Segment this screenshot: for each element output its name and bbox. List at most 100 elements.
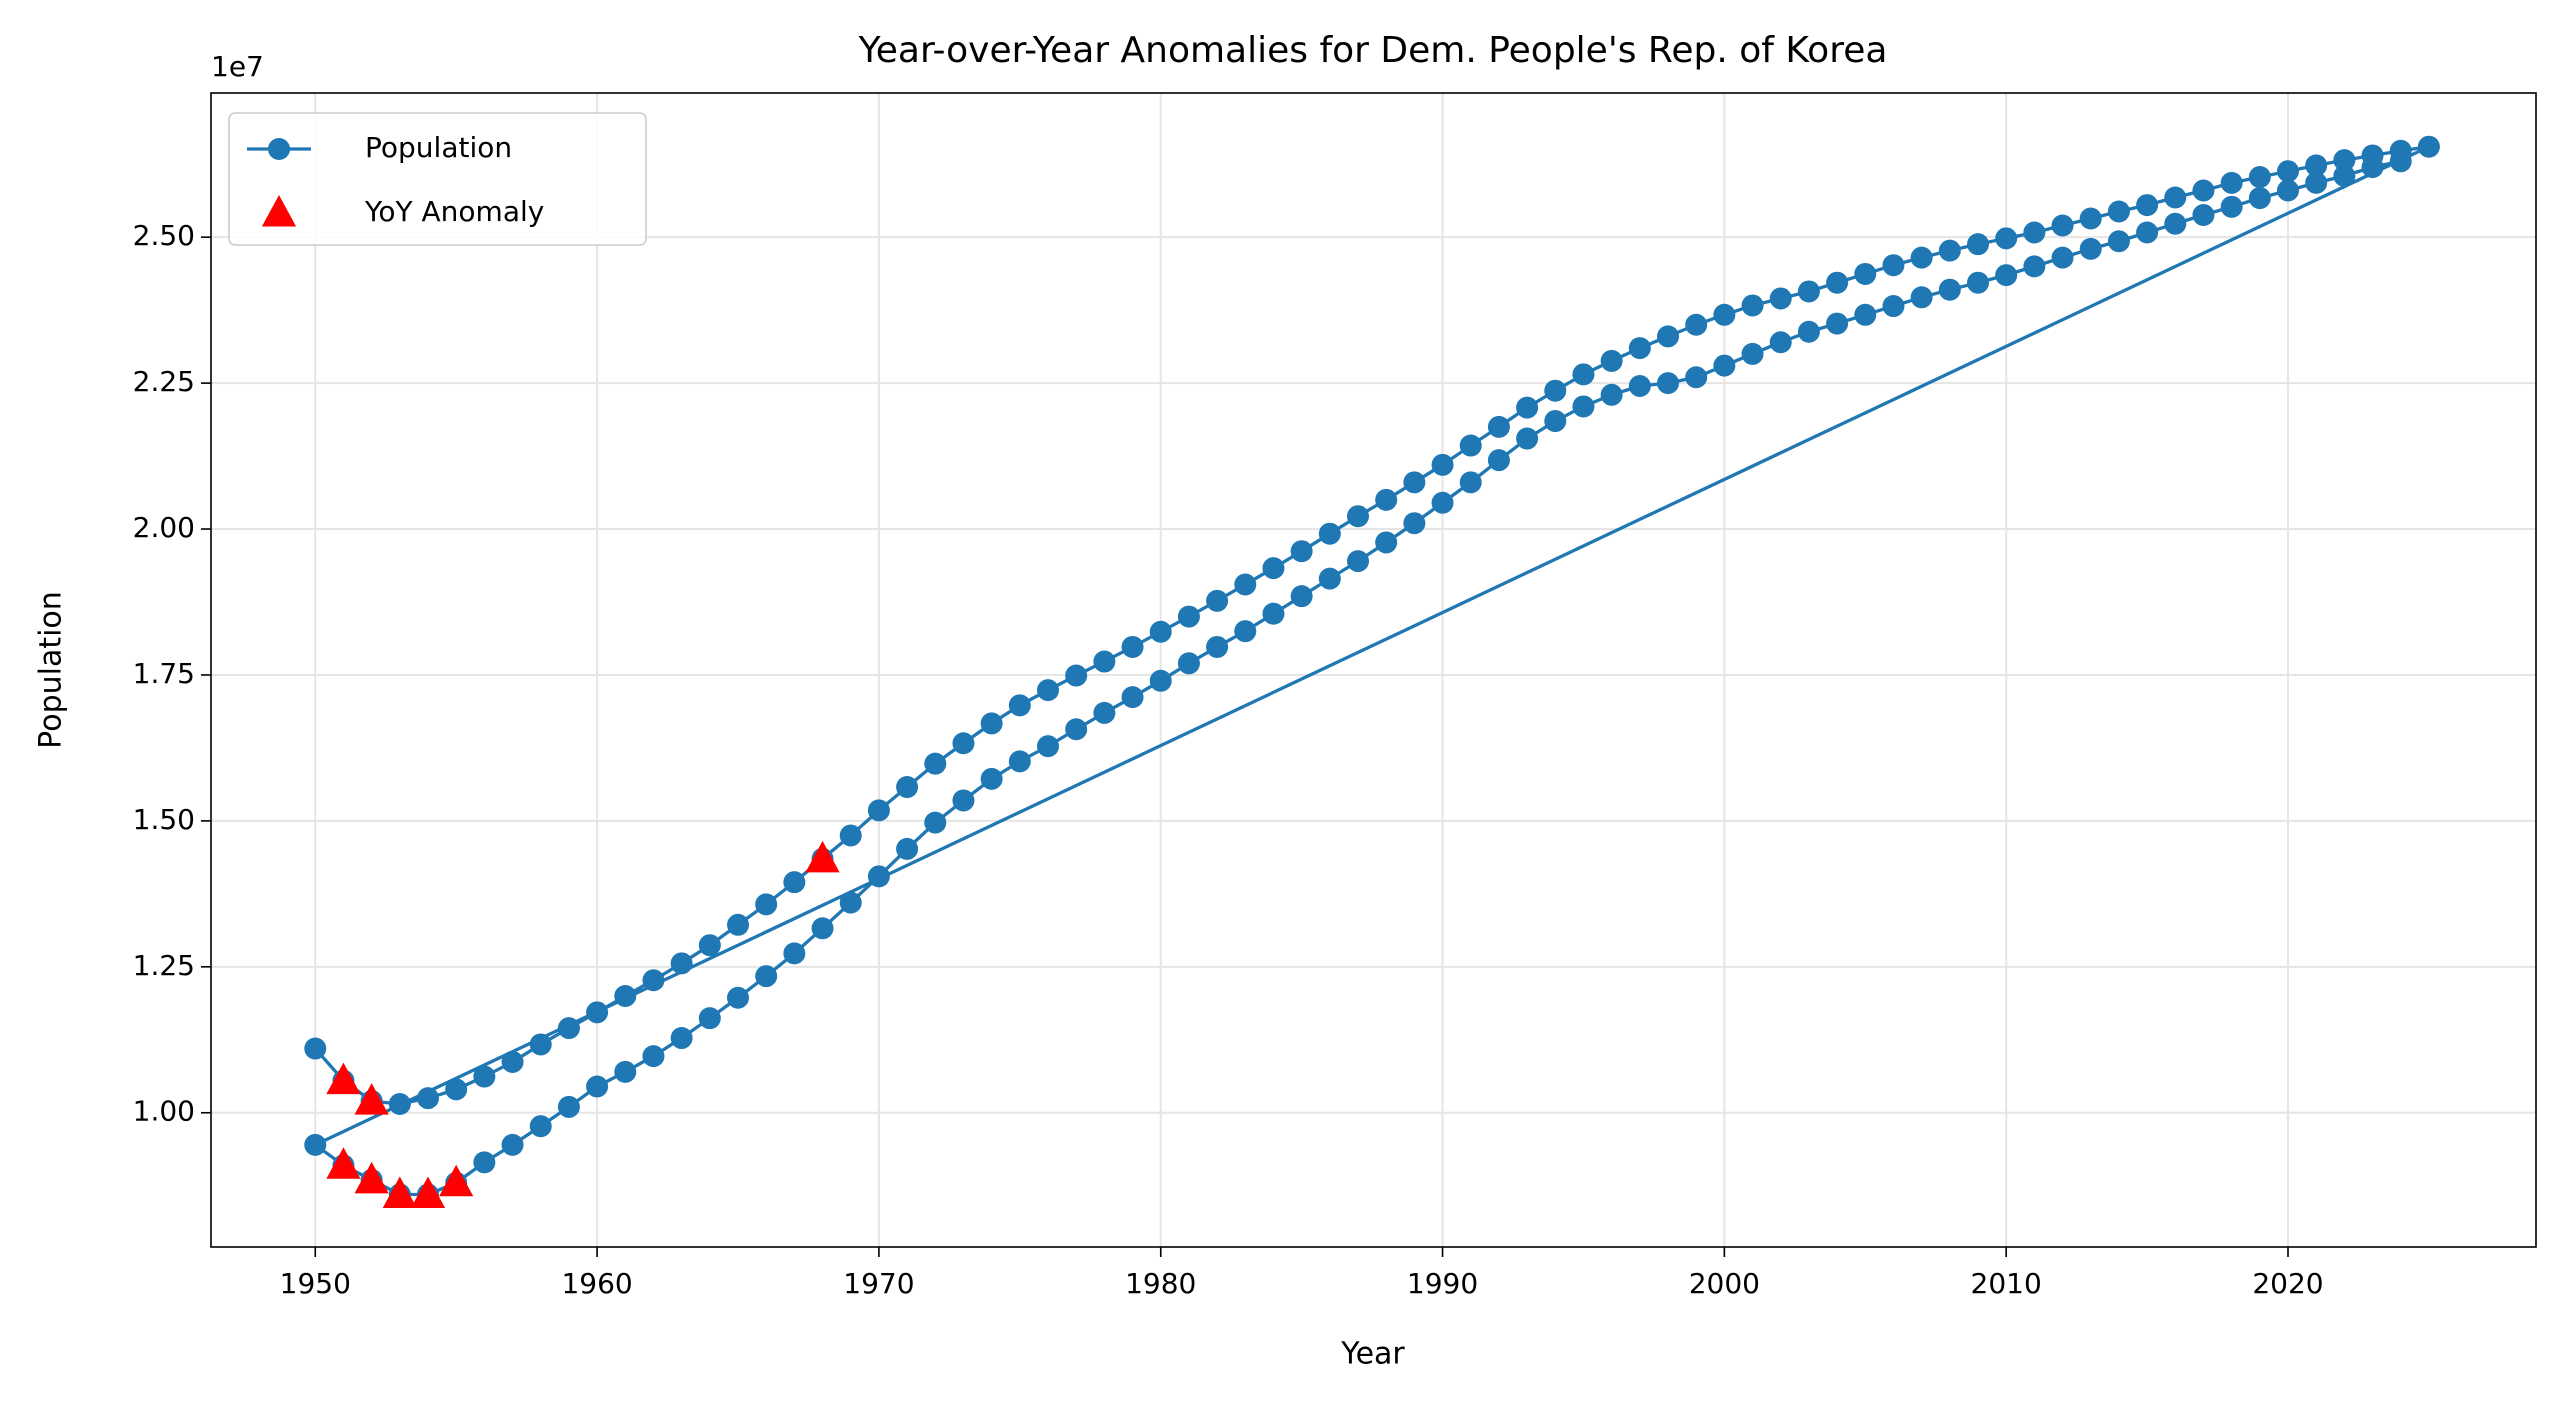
- data-point: [1121, 635, 1144, 658]
- data-point: [755, 965, 778, 988]
- data-point: [1657, 325, 1679, 348]
- data-point: [1177, 652, 1200, 675]
- data-point: [2417, 135, 2440, 158]
- data-point: [1008, 694, 1031, 717]
- data-point: [1685, 366, 1708, 389]
- axes-frame: [210, 92, 2537, 1248]
- data-point: [529, 1033, 552, 1056]
- data-point: [1938, 278, 1961, 301]
- data-point: [1206, 635, 1229, 658]
- data-point: [1544, 410, 1567, 433]
- x-tick-label: 2020: [2252, 1267, 2323, 1300]
- data-point: [2248, 187, 2271, 210]
- legend-marker: [261, 195, 297, 227]
- data-point: [1206, 589, 1229, 612]
- data-point: [1910, 286, 1933, 309]
- y-tick-label: 1.00: [133, 1095, 195, 1128]
- data-point: [727, 986, 749, 1009]
- y-offset-label: 1e7: [211, 50, 264, 83]
- anomaly-marker: [382, 1176, 417, 1208]
- data-point: [1854, 262, 1877, 285]
- data-point: [1685, 313, 1708, 336]
- data-point: [1403, 512, 1426, 535]
- data-point: [1093, 650, 1116, 673]
- data-point: [586, 1075, 609, 1098]
- data-point: [1882, 254, 1905, 277]
- anomaly-marker: [354, 1161, 389, 1194]
- data-point: [1093, 701, 1116, 724]
- data-point: [1516, 396, 1539, 419]
- data-point: [1600, 383, 1623, 406]
- data-point: [1149, 620, 1172, 643]
- data-point: [2248, 166, 2271, 189]
- data-point: [1741, 294, 1764, 317]
- data-point: [1487, 415, 1510, 438]
- x-tick-label: 1970: [843, 1267, 914, 1300]
- data-point: [2136, 221, 2159, 244]
- data-point: [2164, 212, 2187, 235]
- data-point: [2107, 230, 2130, 253]
- data-point: [1967, 233, 1989, 256]
- x-tick-label: 1990: [1407, 1267, 1478, 1300]
- data-point: [952, 789, 975, 812]
- anomaly-marker: [410, 1176, 446, 1208]
- data-point: [1037, 735, 1059, 758]
- y-tick-label: 2.25: [133, 365, 195, 398]
- data-point: [670, 1027, 693, 1050]
- data-point: [388, 1092, 411, 1115]
- data-point: [1459, 434, 1482, 457]
- data-point: [1347, 505, 1369, 528]
- data-point: [924, 811, 947, 834]
- data-point: [2333, 164, 2356, 187]
- x-tick-label: 1980: [1125, 1267, 1196, 1300]
- data-point: [501, 1050, 524, 1073]
- data-point: [896, 776, 919, 799]
- y-tick-label: 2.00: [133, 511, 195, 544]
- data-point: [2079, 207, 2102, 230]
- legend-box: [228, 112, 647, 246]
- data-point: [642, 1045, 665, 1068]
- data-point: [1375, 531, 1398, 554]
- data-point: [1797, 280, 1820, 303]
- data-point: [867, 865, 890, 888]
- data-point: [2023, 221, 2046, 244]
- legend-label: Population: [365, 131, 512, 164]
- data-point: [2051, 214, 2074, 237]
- data-point: [2333, 149, 2356, 172]
- data-point: [2192, 179, 2215, 202]
- data-point: [1318, 522, 1341, 545]
- data-point: [2389, 150, 2412, 173]
- data-point: [839, 824, 862, 847]
- data-point: [2192, 203, 2215, 226]
- data-point: [642, 969, 665, 992]
- data-point: [1318, 567, 1341, 590]
- data-point: [924, 752, 947, 775]
- x-tick-label: 2010: [1971, 1267, 2042, 1300]
- data-point: [1487, 449, 1510, 472]
- data-point: [1967, 271, 1989, 294]
- anomaly-marker: [326, 1062, 361, 1095]
- data-point: [1769, 287, 1792, 310]
- data-point: [1262, 602, 1285, 625]
- x-tick-label: 1960: [561, 1267, 632, 1300]
- data-point: [1713, 303, 1736, 326]
- data-point: [1347, 550, 1369, 573]
- data-point: [811, 917, 834, 940]
- data-point: [1854, 303, 1877, 326]
- data-point: [614, 1060, 637, 1083]
- data-point: [1995, 264, 2018, 287]
- anomaly-marker: [439, 1164, 474, 1197]
- data-point: [2079, 237, 2102, 260]
- data-point: [867, 799, 890, 822]
- y-axis-label: Population: [34, 591, 69, 749]
- data-point: [1544, 379, 1567, 402]
- data-point: [1516, 427, 1539, 450]
- x-tick-label: 2000: [1689, 1267, 1760, 1300]
- data-point: [1037, 679, 1059, 702]
- data-point: [614, 985, 637, 1008]
- data-point: [2361, 156, 2384, 179]
- data-point: [1628, 375, 1651, 398]
- data-point: [2305, 154, 2328, 177]
- data-point: [1882, 295, 1905, 318]
- data-point: [839, 891, 862, 914]
